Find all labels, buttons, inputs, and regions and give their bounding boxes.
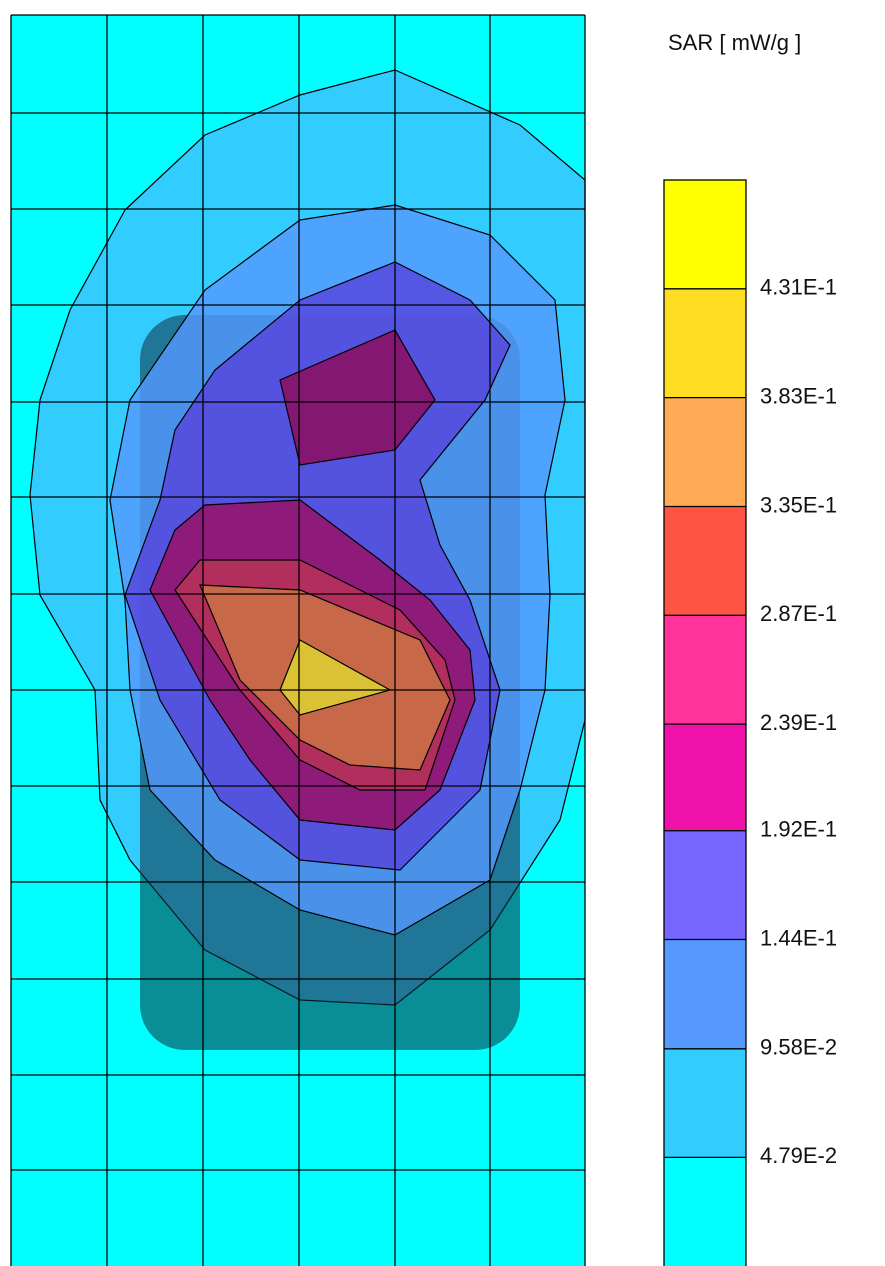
sar-map	[10, 14, 586, 1266]
colorbar-band	[664, 397, 746, 507]
colorbar-tick-label: 9.58E-2	[760, 1035, 837, 1060]
colorbar-band	[664, 506, 746, 616]
contour-region	[279, 329, 436, 466]
colorbar-title: SAR [ mW/g ]	[668, 30, 801, 55]
colorbar-band	[664, 724, 746, 831]
colorbar-band	[664, 615, 746, 725]
colorbar-band	[664, 1157, 746, 1266]
colorbar-tick-label: 2.87E-1	[760, 601, 837, 626]
colorbar-tick-label: 4.31E-1	[760, 275, 837, 300]
contours	[29, 69, 586, 1050]
colorbar-band	[664, 288, 746, 398]
colorbar-band	[664, 939, 746, 1049]
colorbar-tick-label: 1.44E-1	[760, 925, 837, 950]
colorbar-tick-label: 2.39E-1	[760, 710, 837, 735]
colorbar-tick-label: 3.83E-1	[760, 383, 837, 408]
colorbar-band	[664, 180, 746, 289]
colorbar-tick-label: 3.35E-1	[760, 492, 837, 517]
colorbar-band	[664, 1048, 746, 1158]
colorbar-band	[664, 830, 746, 940]
map-grid	[10, 14, 586, 1266]
contour-region	[279, 639, 392, 716]
colorbar: 4.79E-2 9.58E-2 1.44E-1 1.92E-1 2.39E-1 2.87E…	[663, 179, 837, 1266]
colorbar-tick-label: 4.79E-2	[760, 1143, 837, 1168]
colorbar-tick-label: 1.92E-1	[760, 817, 837, 842]
